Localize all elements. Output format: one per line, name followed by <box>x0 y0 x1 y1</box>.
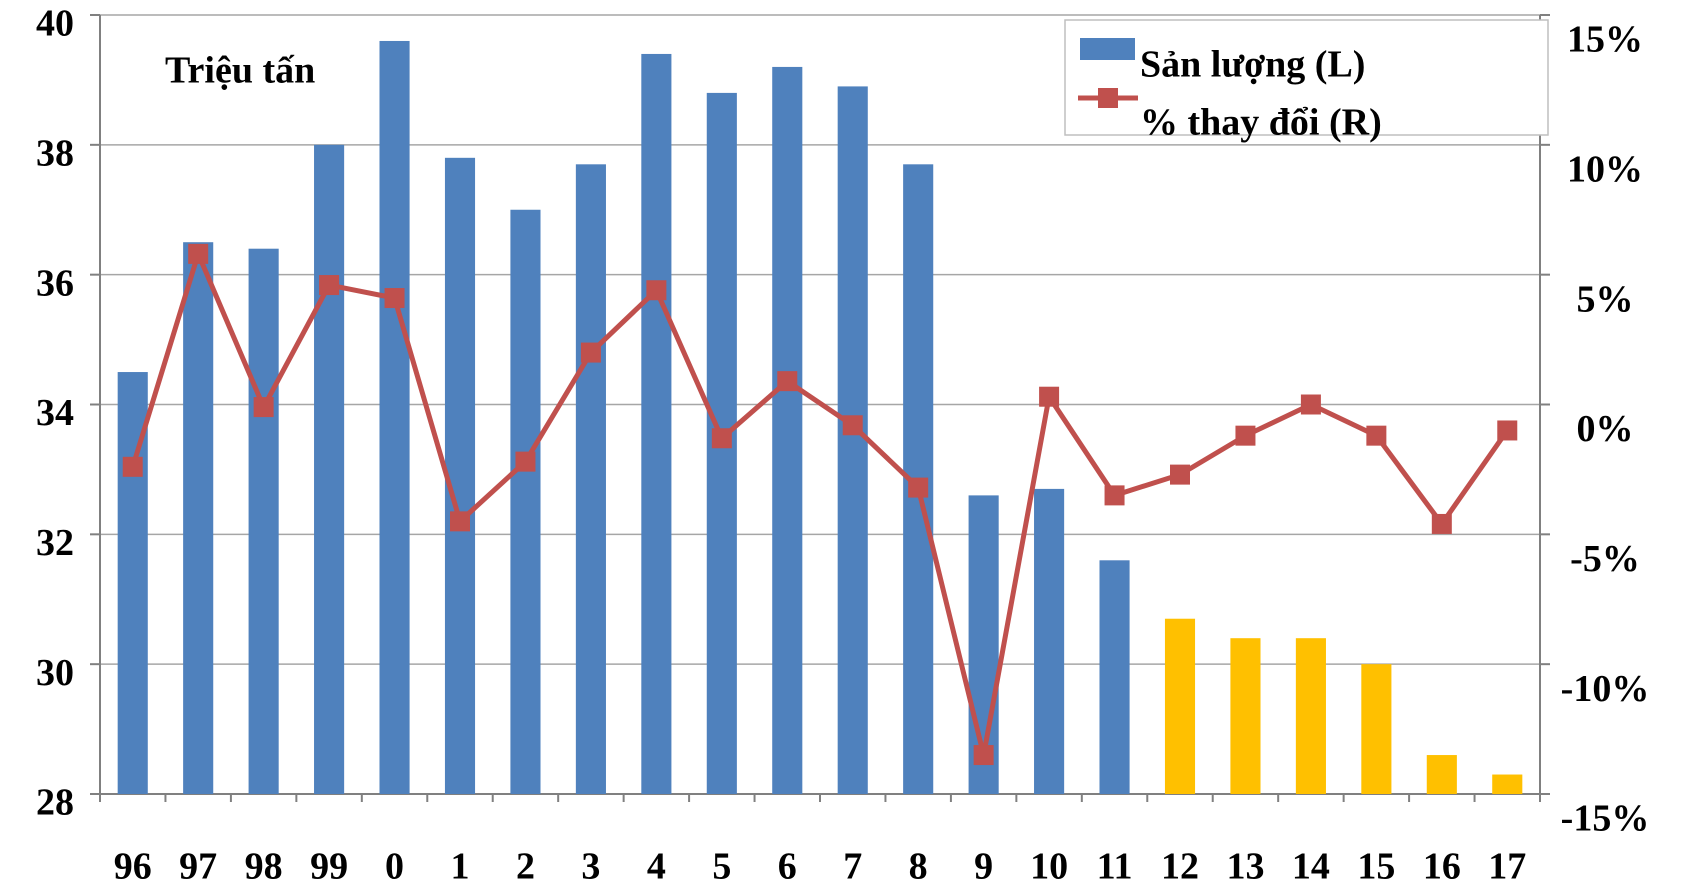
y2-tick-label: 15% <box>1567 19 1643 61</box>
marker <box>580 342 601 363</box>
marker <box>777 371 798 392</box>
x-tick-label: 16 <box>1423 846 1461 888</box>
y-tick-label: 38 <box>36 133 74 175</box>
x-tick-label: 13 <box>1226 846 1264 888</box>
x-tick-label: 0 <box>385 846 404 888</box>
marker <box>842 415 863 436</box>
marker <box>450 511 470 532</box>
bar <box>1034 488 1065 794</box>
y-tick-label: 36 <box>36 262 74 304</box>
bar <box>641 53 672 794</box>
x-tick-label: 2 <box>516 846 535 888</box>
bar <box>772 66 803 794</box>
bar <box>183 242 214 795</box>
y-tick-label: 32 <box>36 522 74 564</box>
bar <box>575 164 606 794</box>
marker <box>1104 485 1125 506</box>
bar <box>1099 560 1130 794</box>
y2-tick-label: -5% <box>1570 538 1640 580</box>
marker <box>1235 425 1256 446</box>
annotation: Triệu tấn <box>165 50 315 92</box>
y-tick-label: 40 <box>36 3 74 45</box>
marker <box>515 451 536 472</box>
x-tick-label: 3 <box>581 846 600 888</box>
legend-marker <box>1098 88 1118 108</box>
y2-tick-label: 0% <box>1577 408 1634 450</box>
marker <box>1300 394 1321 415</box>
y2-tick-label: 5% <box>1577 278 1634 320</box>
marker <box>1431 513 1452 534</box>
bar <box>1295 638 1326 794</box>
bar <box>1492 774 1523 794</box>
marker <box>908 477 929 498</box>
bar <box>1230 638 1261 794</box>
x-tick-label: 15 <box>1357 846 1395 888</box>
x-tick-label: 10 <box>1030 846 1068 888</box>
legend-swatch <box>1080 38 1135 60</box>
marker <box>1366 425 1387 446</box>
marker <box>1039 386 1060 407</box>
y-tick-label: 28 <box>36 782 74 824</box>
marker <box>973 745 994 766</box>
legend-label: Sản lượng (L) <box>1140 44 1365 86</box>
x-tick-label: 97 <box>179 846 217 888</box>
bar <box>837 86 868 795</box>
marker <box>1170 464 1190 485</box>
x-tick-label: 96 <box>114 846 152 888</box>
marker <box>1497 420 1518 441</box>
marker <box>253 397 274 418</box>
bar <box>248 248 279 794</box>
legend-box <box>1064 19 1549 136</box>
marker <box>384 288 405 309</box>
marker <box>711 428 732 449</box>
x-tick-label: 6 <box>778 846 797 888</box>
y2-tick-label: -15% <box>1561 798 1650 840</box>
y2-tick-label: 10% <box>1567 149 1643 191</box>
x-tick-label: 7 <box>843 846 862 888</box>
x-tick-label: 11 <box>1097 846 1133 888</box>
x-tick-label: 9 <box>974 846 993 888</box>
bar <box>1426 755 1457 794</box>
legend-label: % thay đổi (R) <box>1140 102 1382 144</box>
bar <box>379 40 410 794</box>
x-tick-label: 5 <box>712 846 731 888</box>
line <box>130 246 1510 756</box>
x-tick-label: 98 <box>245 846 283 888</box>
x-tick-label: 17 <box>1488 846 1526 888</box>
bar <box>1164 618 1196 794</box>
x-tick-label: 8 <box>909 846 928 888</box>
y-tick-label: 30 <box>36 652 74 694</box>
x-tick-label: 99 <box>310 846 348 888</box>
bar <box>444 157 476 795</box>
y-tick-label: 34 <box>36 392 74 434</box>
x-tick-label: 1 <box>451 846 470 888</box>
bar <box>1361 664 1392 794</box>
x-tick-label: 14 <box>1292 846 1330 888</box>
y2-tick-label: -10% <box>1561 668 1650 710</box>
marker <box>188 243 209 264</box>
bar <box>510 209 541 794</box>
marker <box>646 280 667 301</box>
x-tick-label: 4 <box>647 846 666 888</box>
bar <box>314 144 345 795</box>
marker <box>122 456 143 477</box>
x-tick-label: 12 <box>1161 846 1199 888</box>
marker <box>319 275 340 296</box>
